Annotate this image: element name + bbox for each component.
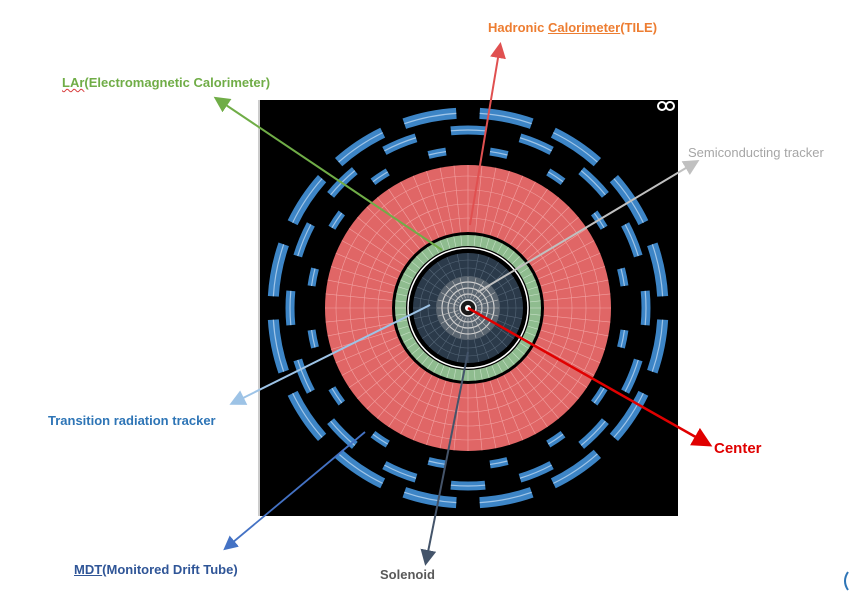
mdt-label: MDT(Monitored Drift Tube)	[74, 562, 238, 577]
mdt-abbrev: MDT	[74, 562, 103, 577]
mdt-rest: (Monitored Drift Tube)	[102, 562, 238, 577]
hadronic-suffix: (TILE)	[620, 20, 658, 35]
hadronic-underlined: Calorimeter	[547, 20, 621, 35]
center-label: Center	[714, 440, 762, 457]
trt-label: Transition radiation tracker	[48, 413, 216, 428]
hadronic-calorimeter-label: Hadronic Calorimeter(TILE)	[488, 20, 657, 35]
detector-cross-section	[258, 100, 678, 516]
eye-icon[interactable]	[656, 100, 676, 112]
inner-detector	[407, 247, 529, 369]
lar-label: LAr(Electromagnetic Calorimeter)	[62, 75, 270, 90]
lar-rest: (Electromagnetic Calorimeter)	[84, 75, 271, 90]
edge-mark	[844, 571, 849, 591]
sct-label: Semiconducting tracker	[688, 145, 824, 160]
solenoid-label: Solenoid	[380, 567, 435, 582]
lar-abbrev: LAr	[62, 75, 85, 90]
hadronic-prefix: Hadronic	[488, 20, 548, 35]
